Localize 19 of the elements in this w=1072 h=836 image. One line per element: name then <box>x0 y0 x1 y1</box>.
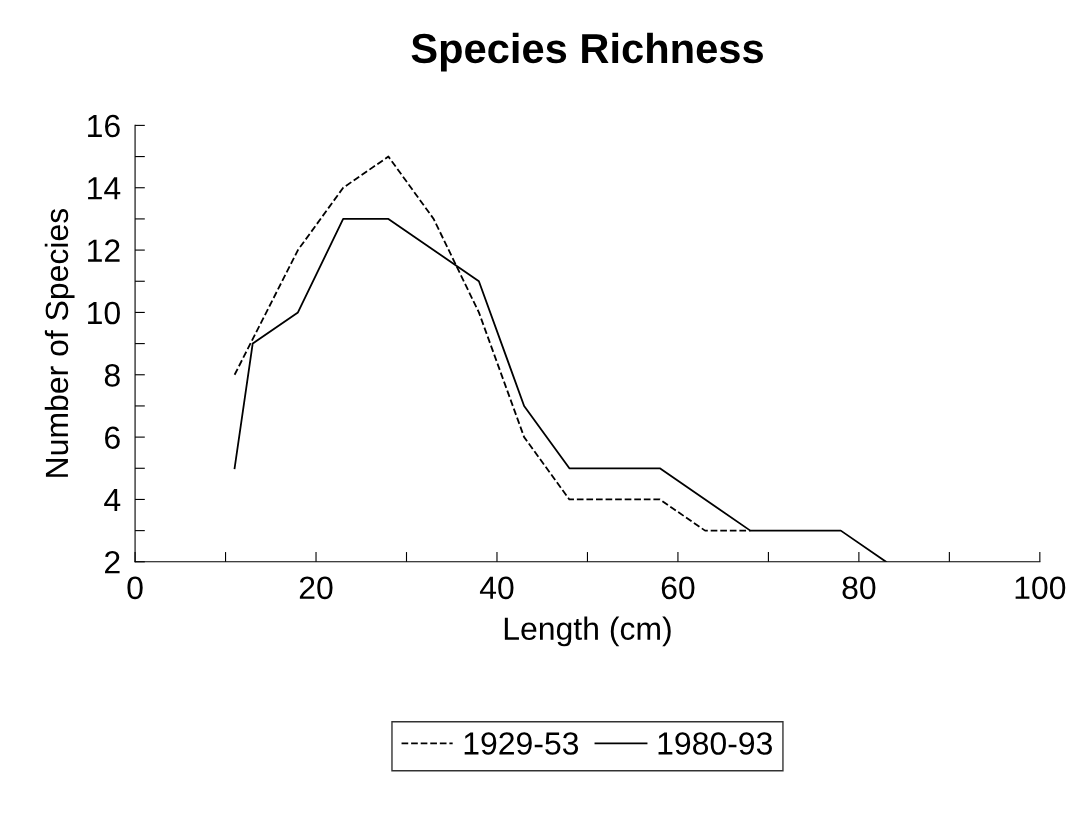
legend-label: 1929-53 <box>464 732 579 755</box>
y-tick-label: 2 <box>105 551 120 574</box>
y-tick-label: 8 <box>104 364 120 387</box>
x-tick-label: 60 <box>661 576 695 600</box>
y-tick-label: 14 <box>88 177 121 200</box>
x-tick-label: 80 <box>842 576 876 600</box>
y-tick-label: 4 <box>104 489 121 512</box>
y-tick-label: 10 <box>88 301 120 325</box>
y-tick-label: 12 <box>88 239 120 262</box>
legend-label: 1980-93 <box>658 732 772 755</box>
y-tick-label: 16 <box>88 114 120 138</box>
x-tick-label: 100 <box>1015 576 1066 600</box>
chart-title: Species Richness <box>411 32 763 72</box>
y-axis-title: Number of Species <box>44 208 75 477</box>
y-tick-label: 6 <box>105 426 120 449</box>
x-tick-label: 0 <box>127 576 143 600</box>
x-tick-label: 40 <box>479 576 514 600</box>
x-axis-title: Length (cm) <box>504 616 671 647</box>
x-tick-label: 20 <box>299 576 333 600</box>
